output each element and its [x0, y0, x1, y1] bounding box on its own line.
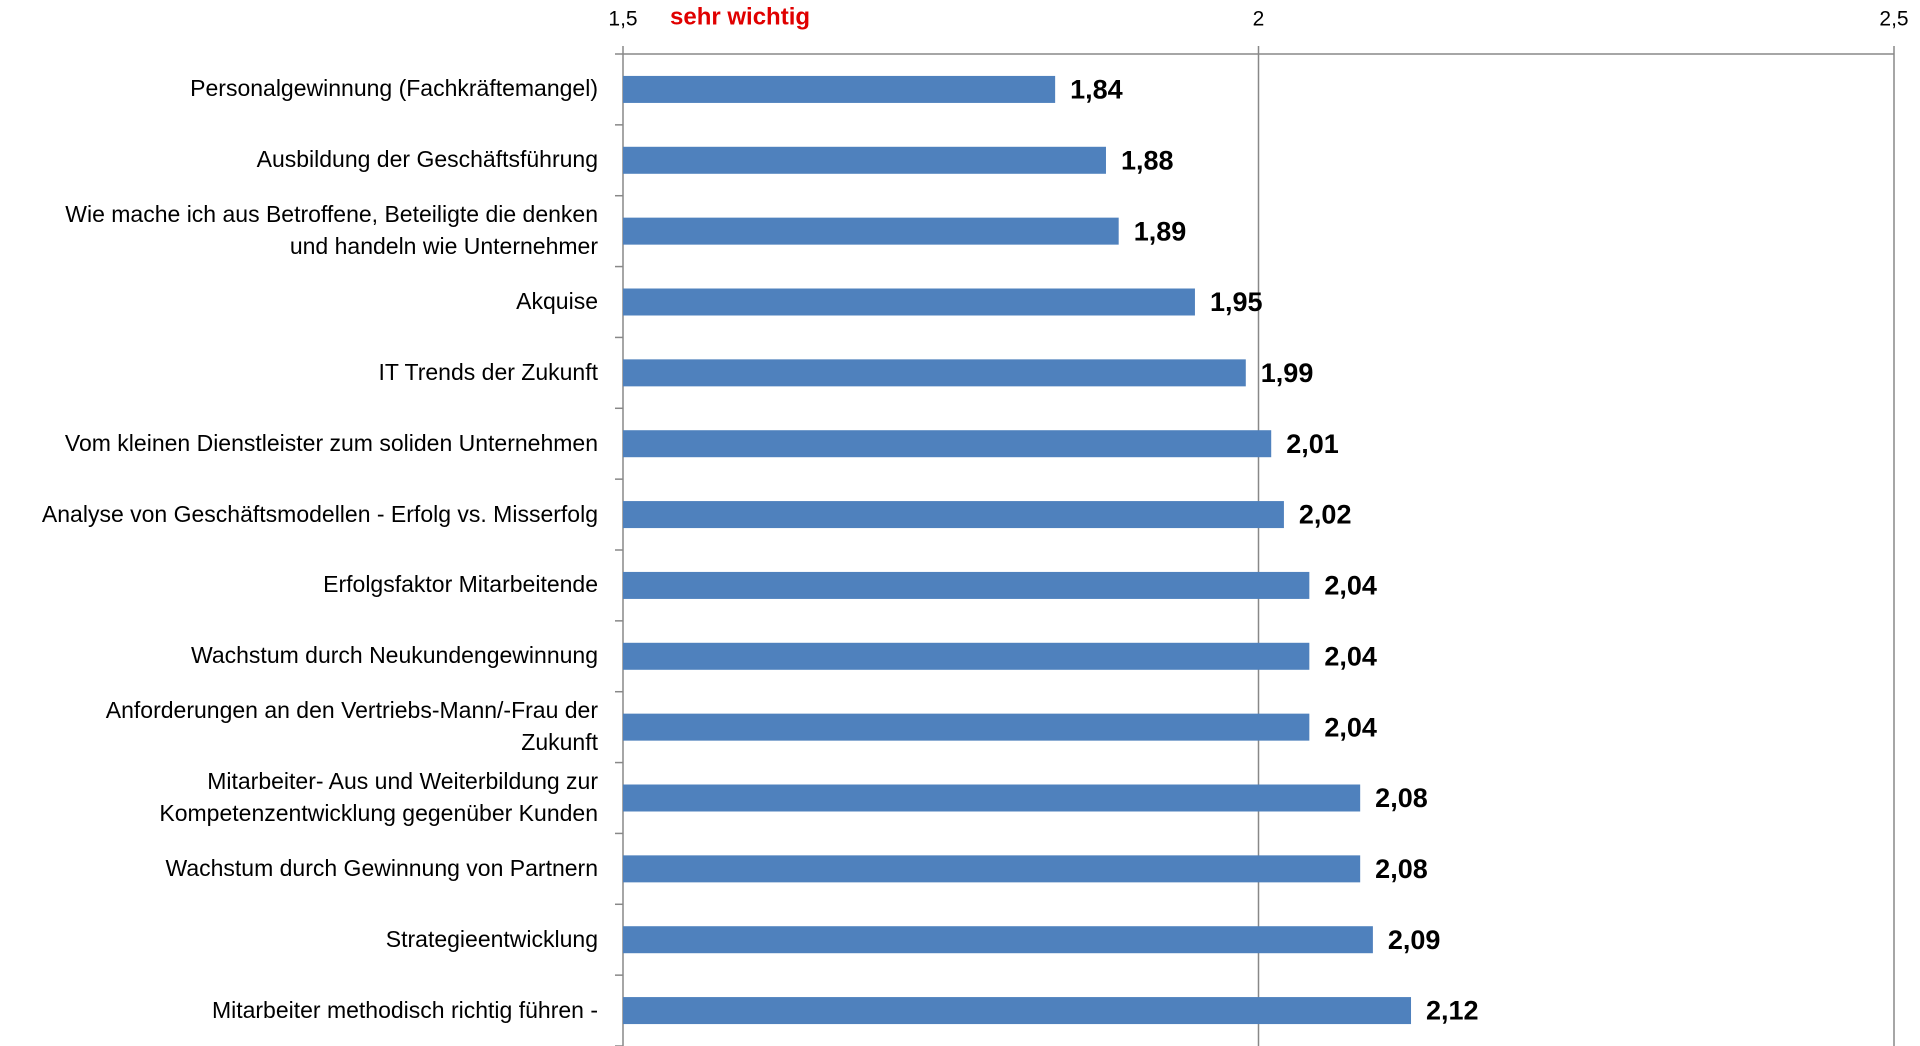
value-label: 2,04 [1324, 641, 1377, 671]
value-label: 1,88 [1121, 145, 1174, 175]
x-tick-label: 1,5 [608, 8, 637, 31]
bar [623, 926, 1373, 954]
bar [623, 855, 1361, 883]
value-label: 1,84 [1070, 75, 1123, 105]
category-label: Ausbildung der Geschäftsführung [256, 146, 598, 173]
value-label: 2,04 [1324, 712, 1377, 742]
bar [623, 288, 1195, 316]
bar [623, 642, 1310, 670]
bar [623, 430, 1272, 458]
x-tick-label: 2 [1253, 8, 1265, 31]
bar [623, 784, 1361, 812]
category-label: Wachstum durch Gewinnung von Partnern [165, 854, 598, 881]
category-label: Anforderungen an den Vertriebs-Mann/-Fra… [105, 697, 598, 756]
value-label: 1,99 [1261, 358, 1314, 388]
value-label: 2,08 [1375, 783, 1428, 813]
value-label: 2,02 [1299, 500, 1352, 530]
category-label: Erfolgsfaktor Mitarbeitende [323, 571, 598, 598]
bar [623, 997, 1412, 1025]
category-label: Personalgewinnung (Fachkräftemangel) [190, 75, 598, 102]
bar [623, 501, 1284, 529]
bar [623, 146, 1106, 174]
value-label: 2,09 [1388, 925, 1441, 955]
x-tick-label: 2,5 [1879, 8, 1908, 31]
annotation: sehr wichtig [670, 3, 810, 30]
category-label: Mitarbeiter- Aus und Weiterbildung zur K… [159, 768, 598, 826]
category-label: Vom kleinen Dienstleister zum soliden Un… [64, 429, 598, 456]
value-label: 2,04 [1324, 571, 1377, 601]
value-label: 2,08 [1375, 854, 1428, 884]
category-label: Wachstum durch Neukundengewinnung [190, 642, 598, 669]
category-label: Wie mache ich aus Betroffene, Beteiligte… [65, 201, 598, 260]
category-label: Analyse von Geschäftsmodellen - Erfolg v… [41, 500, 598, 527]
value-label: 1,95 [1210, 287, 1263, 317]
bar [623, 571, 1310, 599]
value-label: 2,01 [1286, 429, 1339, 459]
category-label: Mitarbeiter methodisch richtig führen - [211, 996, 598, 1023]
bar [623, 713, 1310, 741]
category-label: Akquise [516, 288, 598, 314]
category-label: Strategieentwicklung [385, 925, 598, 952]
bar [623, 359, 1246, 387]
value-label: 1,89 [1134, 216, 1187, 246]
value-label: 2,12 [1426, 996, 1479, 1026]
bar [623, 217, 1119, 245]
bar [623, 75, 1056, 103]
category-label: IT Trends der Zukunft [378, 358, 598, 385]
